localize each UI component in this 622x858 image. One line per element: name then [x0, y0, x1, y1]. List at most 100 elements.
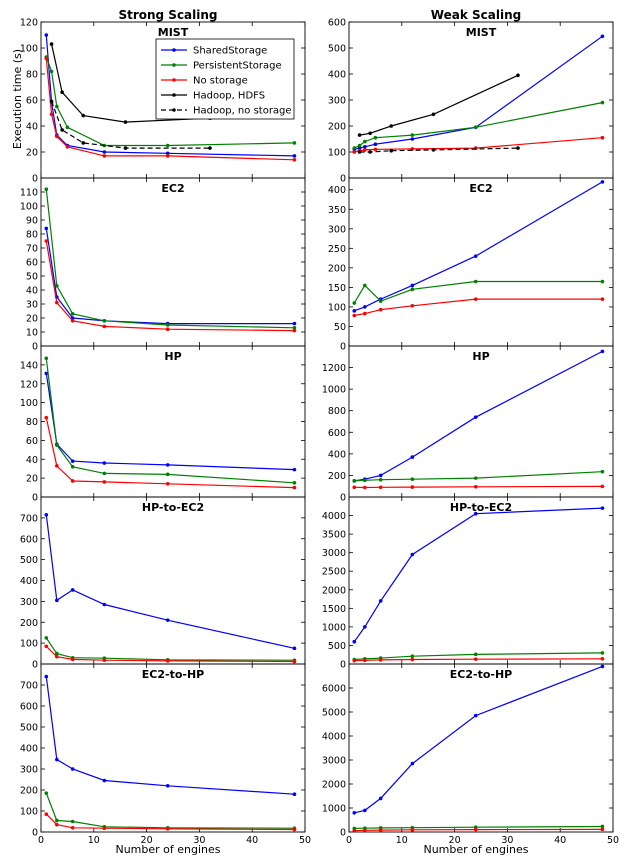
- panel-strong-mist-series-hadoop-no-storage-point: [60, 128, 64, 132]
- panel-strong-mist-series-no-storage-point: [102, 154, 107, 158]
- legend-entry-no-storage-label: No storage: [193, 76, 248, 87]
- panel-weak-ec2-to-hp: 0 1000 2000 3000 4000 5000 6000 0 10 20 30 40 50 EC2-…: [322, 663, 619, 846]
- panel-weak-ec2-ytick-label: 50: [334, 322, 346, 333]
- panel-strong-ec2-series-no-storage-line: [45, 240, 295, 332]
- panel-weak-hp-ytick-label: 1000: [322, 385, 346, 396]
- panel-weak-ec2-to-hp-title: EC2-to-HP: [450, 668, 512, 681]
- panel-strong-hp-ytick-label: 60: [26, 436, 38, 447]
- panel-weak-ec2-to-hp-series-sharedstorage-point: [410, 761, 415, 766]
- panel-strong-ec2-to-hp-title: EC2-to-HP: [142, 668, 204, 681]
- panel-weak-ec2-series-persistentstorage-point: [363, 283, 367, 288]
- panel-weak-hp-to-ec2-series-no-storage-point: [378, 658, 383, 662]
- panel-strong-ec2-frame: [40, 177, 306, 347]
- panel-strong-hp-to-ec2-series-sharedstorage-point: [55, 598, 59, 603]
- panel-strong-ec2-to-hp-series-no-storage-point: [102, 826, 107, 831]
- legend-entry-sharedstorage-marker: [172, 48, 176, 52]
- panel-strong-mist-ytick-label: 20: [26, 148, 38, 159]
- panel-weak-ec2-to-hp-ytick-label: 5000: [322, 708, 346, 719]
- panel-weak-mist-series-sharedstorage-point: [373, 142, 378, 146]
- panel-weak-hp-ytick-label: 600: [328, 428, 346, 439]
- panel-strong-mist-series-no-storage-point: [165, 154, 170, 158]
- panel-strong-ec2-to-hp-series-no-storage-point: [165, 827, 170, 831]
- panel-weak-ec2-title: EC2: [469, 182, 492, 195]
- panel-weak-ec2-to-hp-ytick-label: 2000: [322, 780, 346, 791]
- panel-strong-ec2-series-no-storage-point: [165, 327, 170, 332]
- panel-weak-hp-to-ec2-ytick-label: 2500: [322, 567, 346, 578]
- panel-weak-hp-to-ec2-series-no-storage-point: [473, 657, 478, 661]
- panel-weak-ec2-series-persistentstorage-point: [600, 279, 605, 284]
- panel-weak-ec2-to-hp-xtick-label: 50: [607, 835, 619, 846]
- panel-weak-hp-to-ec2-series-sharedstorage-point: [363, 625, 367, 629]
- panel-strong-hp-ytick-label: 100: [20, 398, 38, 409]
- panel-weak-ec2-to-hp-xtick-label: 10: [396, 835, 408, 846]
- panel-strong-ec2-to-hp-series-sharedstorage-point: [102, 778, 107, 783]
- panel-strong-mist-series-hadoop-no-storage-point: [81, 141, 86, 145]
- panel-weak-hp-frame: [348, 345, 614, 498]
- panel-strong-mist-title: MIST: [158, 26, 189, 39]
- panel-weak-hp-to-ec2-ytick-label: 3000: [322, 548, 346, 559]
- panel-weak-ec2-series-sharedstorage-point: [363, 305, 367, 309]
- panel-weak-mist-series-persistentstorage-point: [357, 143, 362, 148]
- panel-strong-mist-series-sharedstorage-point: [292, 154, 297, 158]
- panel-weak-hp-to-ec2-title: HP-to-EC2: [450, 501, 512, 514]
- panel-strong-ec2-to-hp-series-sharedstorage-point: [55, 757, 59, 762]
- panel-weak-mist-series-hadoop-no-storage-point: [431, 148, 436, 152]
- panel-strong-hp-to-ec2-ytick-label: 0: [32, 660, 38, 671]
- panel-strong-ec2-to-hp-ytick-label: 500: [20, 723, 38, 734]
- panel-weak-mist-series-persistentstorage-point: [363, 139, 367, 144]
- panel-strong-hp-to-ec2-series-sharedstorage-point: [70, 588, 75, 592]
- panel-strong-hp-series-persistentstorage-point: [70, 465, 75, 469]
- legend-entry-hadoop-no-storage-marker: [172, 108, 176, 112]
- panel-weak-mist-series-persistentstorage-point: [600, 100, 605, 105]
- panel-strong-ec2-ytick-label: 40: [26, 286, 38, 297]
- panel-strong-hp-series-no-storage-line: [45, 417, 295, 489]
- legend-entry-hadoop-hdfs-marker: [172, 93, 176, 97]
- panel-weak-hp-to-ec2-series-sharedstorage-point: [352, 639, 357, 644]
- panel-strong-mist-series-sharedstorage-point: [165, 151, 170, 156]
- panel-strong-mist-ytick-label: 100: [20, 44, 38, 55]
- panel-weak-ec2-to-hp-series-sharedstorage-point: [363, 808, 367, 813]
- panel-weak-ec2-to-hp-ytick-label: 6000: [322, 684, 346, 695]
- panel-weak-mist-series-hadoop-hdfs-line: [359, 74, 519, 136]
- panel-strong-ec2-ytick-label: 80: [26, 230, 38, 241]
- panel-strong-hp-series-sharedstorage-point: [44, 371, 49, 376]
- panel-weak-hp-to-ec2-ytick-label: 1000: [322, 622, 346, 633]
- panel-weak-mist-title: MIST: [466, 26, 497, 39]
- panel-strong-hp-ytick-label: 40: [26, 455, 38, 466]
- panel-weak-mist-series-no-storage-point: [373, 147, 378, 152]
- panel-strong-hp-to-ec2-series-no-storage-point: [165, 659, 170, 663]
- panel-weak-ec2-to-hp-ytick-label: 0: [340, 828, 346, 839]
- panel-strong-ec2-to-hp-xtick-label: 40: [246, 835, 258, 846]
- panel-strong-mist-series-hadoop-no-storage-point: [49, 99, 54, 104]
- panel-weak-hp-series-sharedstorage-point: [473, 415, 478, 419]
- panel-weak-mist-series-hadoop-no-storage-point: [389, 148, 394, 153]
- panel-strong-mist-series-hadoop-hdfs-point: [123, 120, 128, 124]
- panel-weak-mist-ytick-label: 400: [328, 70, 346, 81]
- panel-strong-hp-to-ec2-ytick-label: 100: [20, 639, 38, 650]
- panel-weak-mist-ytick-label: 600: [328, 18, 346, 29]
- panel-weak-mist-series-hadoop-hdfs-point: [431, 112, 436, 117]
- panel-weak-mist-series-hadoop-hdfs-point: [516, 73, 520, 78]
- panel-strong-ec2-to-hp-frame: [40, 663, 306, 833]
- panel-weak-hp-series-sharedstorage-line: [354, 350, 603, 482]
- panel-strong-ec2-to-hp-series-persistentstorage-line: [45, 792, 295, 829]
- panel-weak-ec2-series-sharedstorage-point: [410, 283, 415, 288]
- panel-strong-ec2-ytick-label: 110: [20, 188, 38, 199]
- panel-strong-hp-to-ec2-series-no-storage-point: [55, 654, 59, 659]
- panel-weak-hp-to-ec2-series-no-storage-line: [354, 658, 603, 662]
- panel-strong-hp-ytick-label: 20: [26, 474, 38, 485]
- panel-weak-ec2-to-hp-series-no-storage-line: [354, 828, 603, 832]
- panel-strong-ec2-to-hp-series-sharedstorage-line: [45, 676, 295, 795]
- panel-weak-ec2-series-no-storage-point: [600, 297, 605, 301]
- panel-weak-hp-to-ec2-ytick-label: 4000: [322, 511, 346, 522]
- panel-strong-hp-to-ec2-title: HP-to-EC2: [142, 501, 204, 514]
- panel-strong-ec2-series-no-storage-point: [70, 319, 75, 323]
- panel-strong-hp-series-sharedstorage-point: [70, 459, 75, 463]
- panel-weak-mist-series-persistentstorage-point: [352, 146, 357, 150]
- legend-entry-hadoop-no-storage-label: Hadoop, no storage: [193, 106, 292, 117]
- panel-strong-ec2-series-no-storage-point: [55, 300, 59, 305]
- panel-strong-hp-to-ec2-series-no-storage-point: [70, 657, 75, 662]
- panel-strong-ec2-ytick-label: 10: [26, 328, 38, 339]
- panel-strong-ec2-ytick-label: 50: [26, 272, 38, 283]
- panel-strong-hp-to-ec2-series-persistentstorage-line: [45, 637, 295, 661]
